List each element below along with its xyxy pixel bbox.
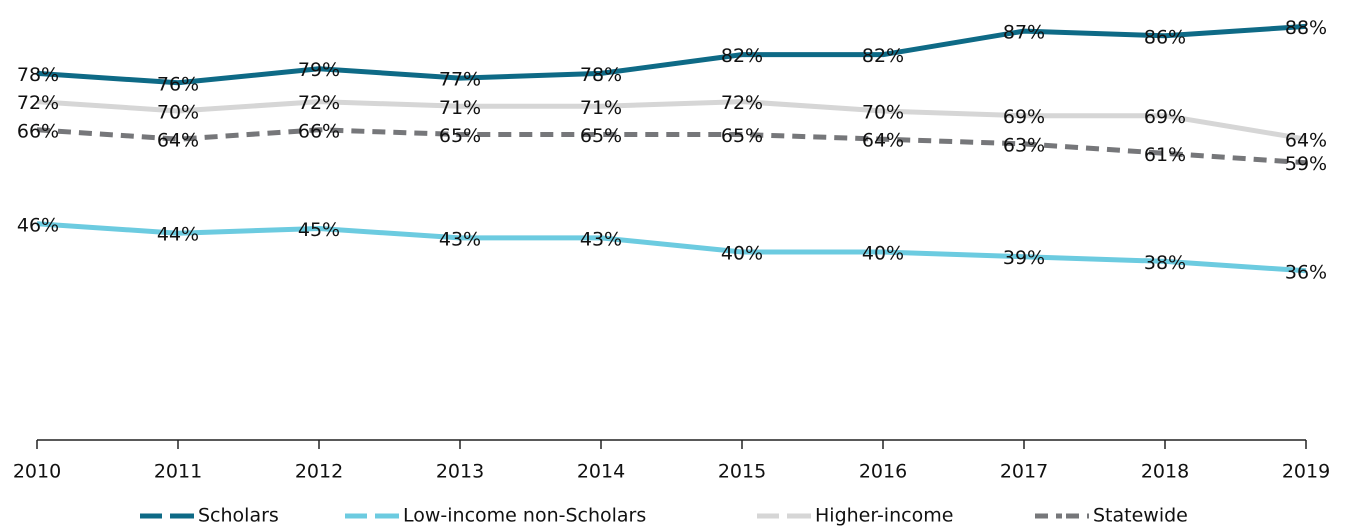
- data-label: 44%: [157, 224, 199, 246]
- data-label: 59%: [1285, 153, 1327, 175]
- data-label: 88%: [1285, 17, 1327, 39]
- series-line: [36, 221, 1307, 274]
- data-label: 38%: [1144, 252, 1186, 274]
- legend-label: Scholars: [198, 505, 279, 527]
- data-label: 69%: [1144, 106, 1186, 128]
- data-label: 86%: [1144, 26, 1186, 48]
- data-label: 70%: [862, 102, 904, 124]
- data-label: 71%: [439, 97, 481, 119]
- data-label: 78%: [17, 64, 59, 86]
- data-label: 82%: [862, 45, 904, 67]
- data-label: 40%: [862, 243, 904, 265]
- data-label: 36%: [1285, 261, 1327, 283]
- series-line: [36, 127, 1307, 166]
- x-tick-label: 2016: [859, 461, 907, 483]
- x-tick-label: 2015: [718, 461, 766, 483]
- data-label: 61%: [1144, 144, 1186, 166]
- data-label: 40%: [721, 243, 763, 265]
- x-tick-label: 2012: [295, 461, 343, 483]
- data-label: 78%: [580, 64, 622, 86]
- data-label: 87%: [1003, 22, 1045, 44]
- data-label: 43%: [580, 228, 622, 250]
- data-label: 63%: [1003, 134, 1045, 156]
- data-label: 45%: [298, 219, 340, 241]
- data-label: 64%: [157, 130, 199, 152]
- x-tick-label: 2011: [154, 461, 202, 483]
- data-label: 77%: [439, 69, 481, 91]
- data-label: 46%: [17, 214, 59, 236]
- data-label: 64%: [1285, 130, 1327, 152]
- data-label: 66%: [298, 120, 340, 142]
- x-tick-label: 2013: [436, 461, 484, 483]
- series-line: [36, 99, 1307, 142]
- data-label: 71%: [580, 97, 622, 119]
- legend-label: Low-income non-Scholars: [403, 505, 646, 527]
- data-label: 64%: [862, 130, 904, 152]
- data-label: 69%: [1003, 106, 1045, 128]
- data-label: 72%: [17, 92, 59, 114]
- data-label: 66%: [17, 120, 59, 142]
- data-label: 39%: [1003, 247, 1045, 269]
- data-label: 65%: [439, 125, 481, 147]
- x-tick-label: 2019: [1282, 461, 1330, 483]
- data-label: 79%: [298, 59, 340, 81]
- data-label: 72%: [298, 92, 340, 114]
- series-line: [36, 23, 1307, 86]
- data-label: 65%: [721, 125, 763, 147]
- data-label: 43%: [439, 228, 481, 250]
- x-tick-label: 2010: [13, 461, 61, 483]
- data-label: 65%: [580, 125, 622, 147]
- data-label: 82%: [721, 45, 763, 67]
- data-label: 72%: [721, 92, 763, 114]
- x-tick-label: 2017: [1000, 461, 1048, 483]
- x-tick-label: 2014: [577, 461, 625, 483]
- x-tick-label: 2018: [1141, 461, 1189, 483]
- legend-label: Higher-income: [815, 505, 953, 527]
- data-label: 76%: [157, 73, 199, 95]
- data-label: 70%: [157, 102, 199, 124]
- legend-label: Statewide: [1093, 505, 1188, 527]
